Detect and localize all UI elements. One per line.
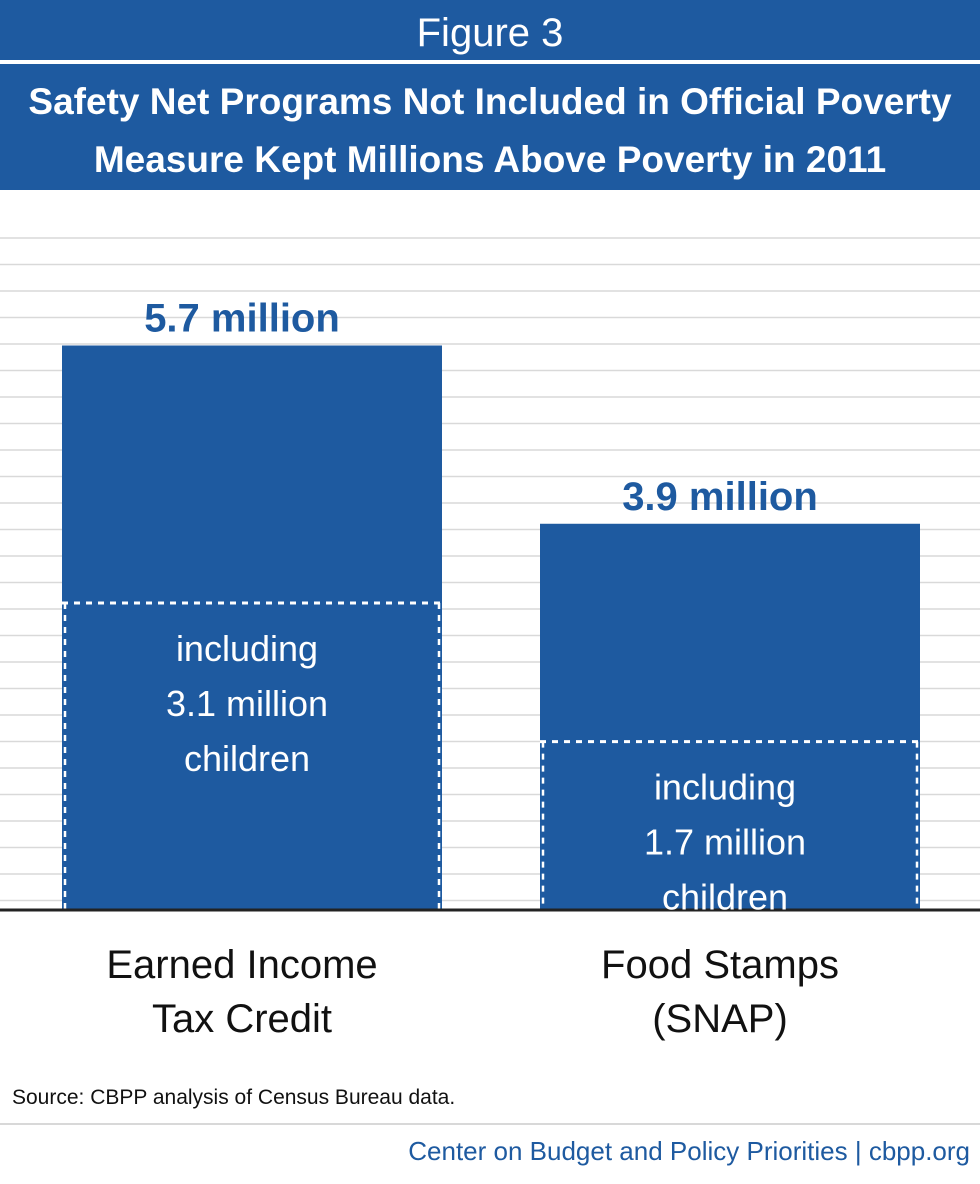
chart-title-line-1: Safety Net Programs Not Included in Offi…: [28, 81, 952, 122]
source-note: Source: CBPP analysis of Census Bureau d…: [12, 1086, 455, 1109]
title-band: [0, 64, 980, 190]
category-label-1-1: Earned Income: [106, 943, 377, 987]
inner-label-1-2: 3.1 million: [166, 683, 328, 724]
value-label-1: 5.7 million: [144, 297, 340, 341]
figure-label: Figure 3: [417, 11, 564, 55]
inner-label-2-3: children: [662, 877, 788, 918]
category-label-2-1: Food Stamps: [601, 943, 839, 987]
bar-1: [62, 345, 442, 911]
category-label-2-2: (SNAP): [652, 997, 788, 1041]
credit-line: Center on Budget and Policy Priorities |…: [408, 1136, 970, 1166]
bar-2: [540, 523, 920, 910]
inner-label-2-1: including: [654, 767, 796, 808]
inner-label-1-1: including: [176, 628, 318, 669]
figure-band: [0, 0, 980, 60]
chart-title-line-2: Measure Kept Millions Above Poverty in 2…: [94, 139, 886, 180]
inner-label-1-3: children: [184, 738, 310, 779]
bars: [62, 345, 920, 911]
inner-label-2-2: 1.7 million: [644, 822, 806, 863]
category-label-1-2: Tax Credit: [152, 997, 332, 1041]
labels: 5.7 million including 3.1 million children E…: [106, 297, 839, 1041]
value-label-2: 3.9 million: [622, 475, 818, 519]
